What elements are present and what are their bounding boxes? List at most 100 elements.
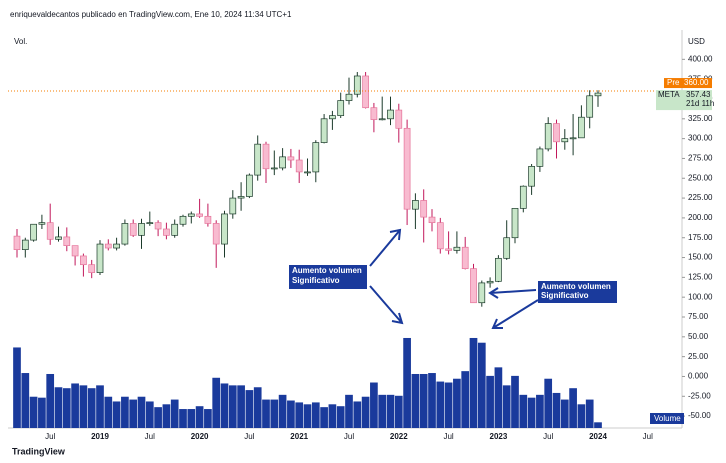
candle-body <box>353 75 361 95</box>
candle-body <box>320 118 328 143</box>
volume-bar <box>453 378 461 428</box>
y-tick-label: 50.00 <box>688 332 709 341</box>
candle-body <box>187 213 195 217</box>
volume-bar <box>303 404 312 428</box>
y-tick-label: 225.00 <box>688 193 713 202</box>
candle-body <box>163 228 170 236</box>
y-tick-label: -25.00 <box>688 391 711 400</box>
candle-body <box>154 222 162 230</box>
volume-bar <box>21 373 30 428</box>
candle-body <box>237 196 245 199</box>
candle-body <box>295 159 303 173</box>
candle-body <box>229 197 237 215</box>
volume-bar <box>577 404 586 428</box>
x-tick-label: 2022 <box>390 432 408 441</box>
volume-bar <box>477 342 486 428</box>
y-tick-label: 325.00 <box>688 114 713 123</box>
candle-body <box>129 223 137 236</box>
candle-body <box>30 223 37 241</box>
volume-bar <box>511 375 519 428</box>
volume-bar <box>212 377 221 428</box>
volume-bar <box>560 399 569 428</box>
y-tick-label: 175.00 <box>688 233 713 242</box>
symbol: META <box>658 90 680 99</box>
volume-bar <box>38 397 46 428</box>
volume-bar <box>137 396 146 428</box>
volume-bar <box>585 399 594 428</box>
volume-bar <box>569 388 577 428</box>
x-tick-label: Jul <box>344 432 354 441</box>
candle-body <box>428 216 436 224</box>
candle-body <box>96 243 104 273</box>
y-tick-label: 300.00 <box>688 134 713 143</box>
volume-bar <box>469 337 478 428</box>
candle-body <box>445 248 452 251</box>
volume-bar <box>536 394 544 428</box>
candle-body <box>528 166 535 187</box>
candle-body <box>196 213 203 217</box>
volume-bar <box>419 373 428 428</box>
volume-bar <box>145 401 154 428</box>
candle-body <box>453 246 461 251</box>
candle-body <box>104 243 112 249</box>
volume-bar <box>162 404 171 428</box>
candle-body <box>461 246 469 269</box>
arrows <box>369 228 539 329</box>
volume-indicator: Vol. <box>14 37 27 46</box>
candle-body <box>13 235 21 250</box>
last-value: 357.43 <box>686 90 711 99</box>
volume-bar <box>386 394 395 428</box>
volume-bar <box>552 392 561 428</box>
y-tick-label: 150.00 <box>688 253 713 262</box>
candle-body <box>478 282 486 304</box>
annotation-text: Significativo <box>541 291 589 300</box>
volume-bar <box>295 402 304 428</box>
candle-body <box>21 239 29 250</box>
volume-bar <box>220 383 229 428</box>
volume-bar <box>311 402 320 428</box>
candle-body <box>113 243 120 249</box>
y-tick-label: 100.00 <box>688 292 713 301</box>
candle-body <box>212 223 220 245</box>
y-tick-label: 250.00 <box>688 173 713 182</box>
volume-bar <box>544 378 553 428</box>
volume-bar <box>96 385 104 428</box>
candle-body <box>395 109 403 129</box>
candle-body <box>312 142 320 173</box>
candle-body <box>221 213 228 245</box>
y-tick-label: 75.00 <box>688 312 709 321</box>
countdown: 21d 11h <box>686 99 714 108</box>
volume-bar <box>262 399 270 428</box>
candle-body <box>544 123 552 150</box>
x-tick-label: 2019 <box>91 432 109 441</box>
volume-bar <box>378 394 387 428</box>
candle-body <box>345 93 353 101</box>
y-tick-label: 125.00 <box>688 272 713 281</box>
candle-body <box>412 200 419 210</box>
candle-body <box>171 223 179 236</box>
y-tick-label: 200.00 <box>688 213 713 222</box>
header: enriquevaldecantos publicado en TradingV… <box>10 10 292 19</box>
volume-bar <box>444 382 453 428</box>
volume-bar <box>361 396 370 428</box>
volume-bar <box>54 387 63 428</box>
volume-bar <box>436 381 445 428</box>
candle-body <box>594 92 602 97</box>
x-tick-label: Jul <box>643 432 653 441</box>
volume-bar <box>154 407 162 428</box>
candle-body <box>270 167 278 170</box>
volume-bar <box>353 401 362 428</box>
y-tick-label: 0.000 <box>688 372 709 381</box>
candle-body <box>586 95 594 118</box>
volume-bar <box>594 422 602 428</box>
volume-bar <box>187 409 196 428</box>
volume-bar <box>370 382 378 428</box>
volume-bar <box>237 385 245 428</box>
y-tick-label: -50.00 <box>688 411 711 420</box>
candle-body <box>370 107 378 120</box>
candle-body <box>362 75 369 109</box>
premarket-value: 360.00 <box>684 78 709 87</box>
x-tick-label: Jul <box>244 432 254 441</box>
